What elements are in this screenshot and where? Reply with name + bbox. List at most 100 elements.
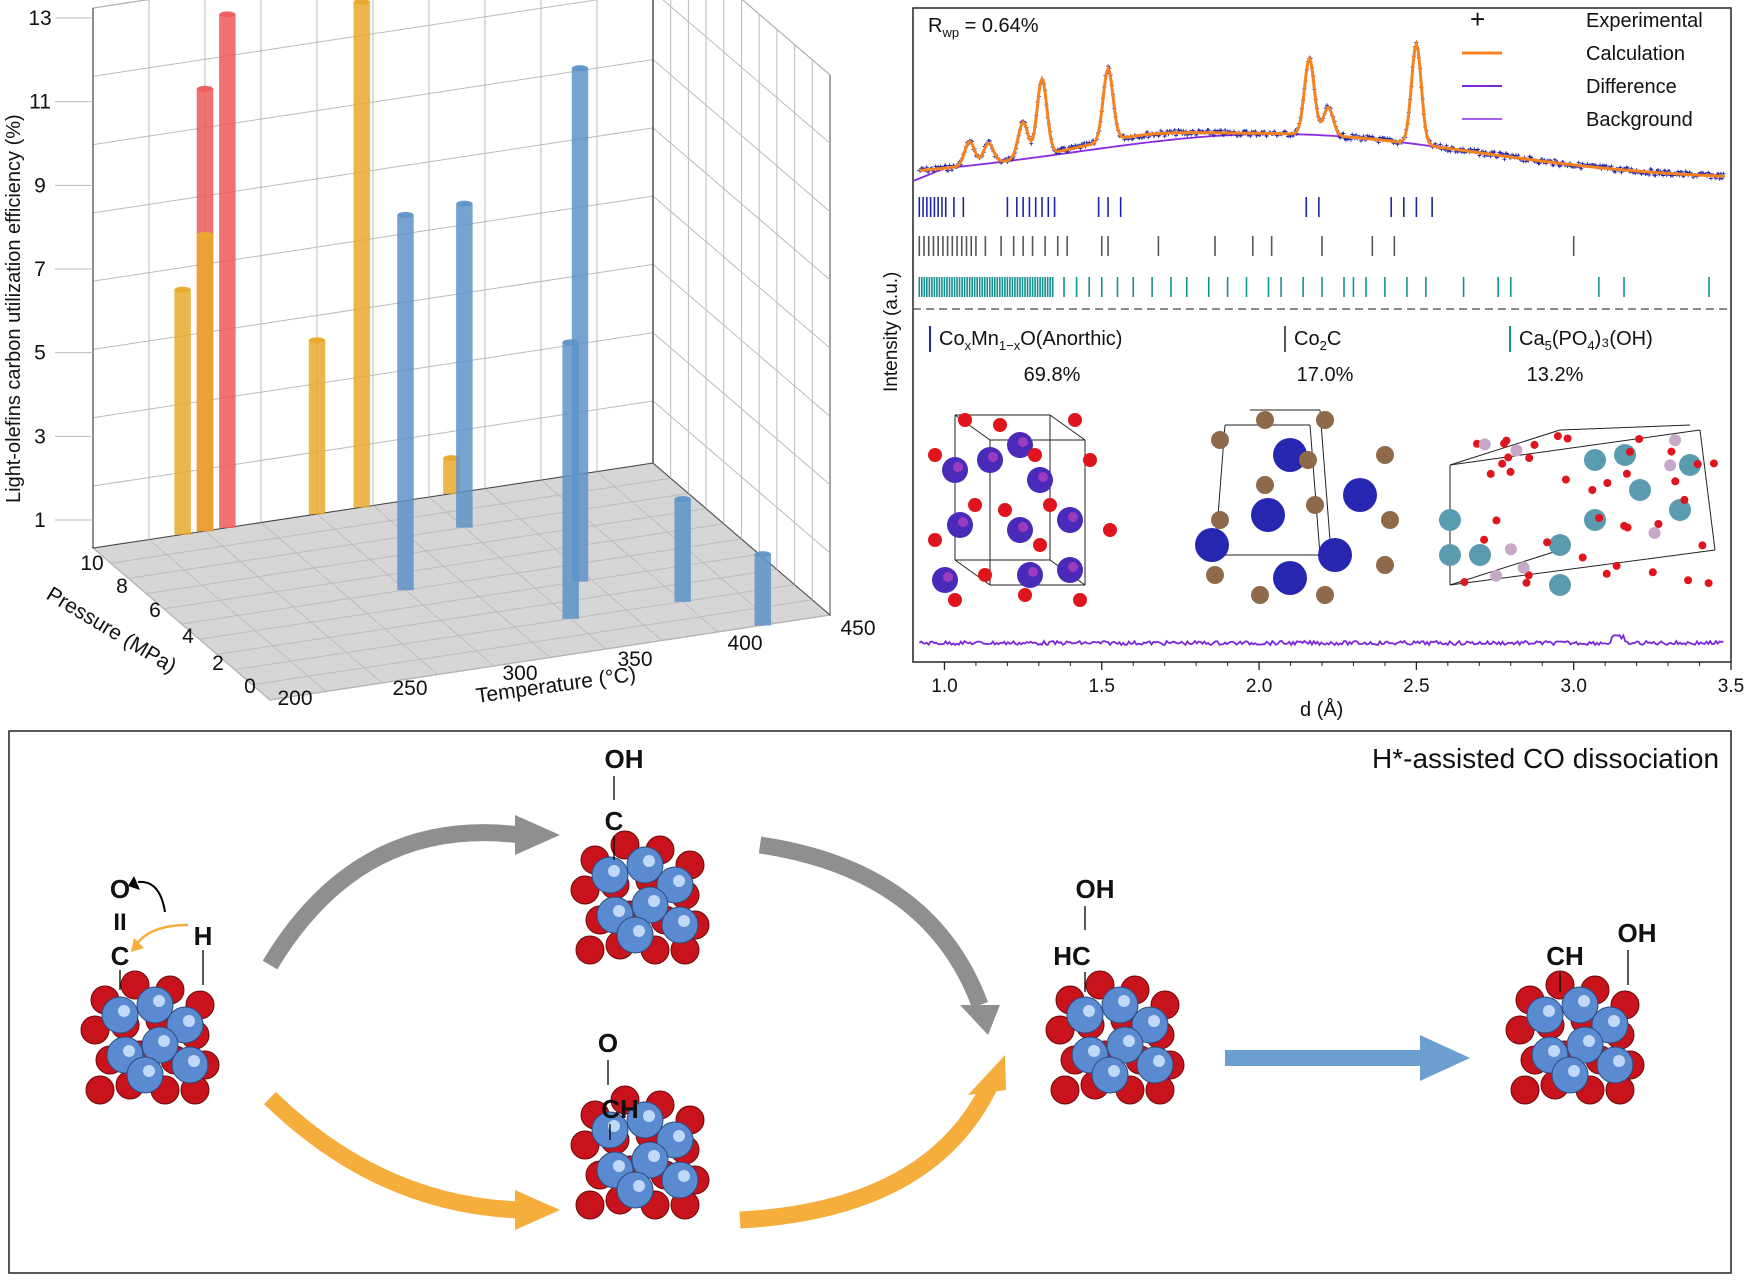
sphere-highlight: [183, 1015, 195, 1027]
sphere-highlight: [673, 1130, 685, 1142]
carbon-atom: [1256, 411, 1274, 429]
metal-atom: [1318, 538, 1352, 572]
calcium-atom: [1439, 509, 1461, 531]
metal-atom: [1343, 478, 1377, 512]
metal-atom: [1251, 498, 1285, 532]
atom-highlight: [1068, 562, 1078, 572]
y-axis-label: Intensity (a.u.): [881, 272, 902, 392]
bar-yellow: [308, 340, 326, 515]
sphere-highlight: [143, 1065, 155, 1077]
x-tick-label: 400: [727, 632, 762, 655]
sphere-highlight: [1108, 1065, 1120, 1077]
sphere-highlight: [1608, 1015, 1620, 1027]
x-tick-label: 1.0: [931, 676, 957, 697]
calcium-atom: [1469, 544, 1491, 566]
atom-highlight: [1028, 567, 1038, 577]
sphere-highlight: [613, 905, 625, 917]
x-axis-label: d (Å): [1300, 698, 1343, 721]
atom-highlight: [988, 452, 998, 462]
sphere-highlight: [1578, 995, 1590, 1007]
bar-cap: [309, 337, 325, 344]
oxygen-atom: [928, 448, 942, 462]
y-tick-label: 9: [34, 174, 46, 197]
atom-highlight: [1068, 512, 1078, 522]
z-tick-label: 10: [80, 552, 103, 575]
carbon-atom: [1211, 511, 1229, 529]
phosphorus-atom: [1490, 569, 1503, 582]
sphere-highlight: [1123, 1035, 1135, 1047]
floor-grid-line: [252, 599, 813, 686]
oxygen-atom: [1500, 439, 1509, 448]
arrow-gray-down: [758, 836, 988, 1008]
oxygen-sphere: [570, 875, 600, 905]
carbon-atom: [1206, 566, 1224, 584]
oxygen-sphere: [1505, 1015, 1535, 1045]
bar-cap: [456, 200, 473, 207]
oxygen-atom: [1680, 495, 1689, 504]
cell-edge: [1449, 429, 1701, 466]
oxygen-atom: [1620, 521, 1629, 530]
bar-blue: [674, 498, 691, 602]
sphere-highlight: [123, 1045, 135, 1057]
carbon-atom: [1316, 586, 1334, 604]
oxygen-atom: [998, 503, 1012, 517]
x-tick-label: 1.5: [1089, 676, 1115, 697]
oxygen-atom: [1083, 453, 1097, 467]
arrow-gray-up: [262, 824, 522, 970]
z-tick-label: 8: [116, 575, 128, 598]
sphere-highlight: [643, 855, 655, 867]
sphere-highlight: [188, 1055, 200, 1067]
label-final-CH: CH: [1546, 941, 1584, 971]
bar-cap: [443, 455, 460, 462]
label-mid-HC: HC: [1053, 941, 1091, 971]
oxygen-sphere: [570, 1130, 600, 1160]
oxygen-atom: [1103, 523, 1117, 537]
floor-grid-line: [163, 523, 724, 610]
x-axis-label: Temperature (°C): [474, 663, 637, 708]
phase-fraction: 69.8%: [1024, 364, 1081, 386]
arrow-orange-down: [264, 1091, 521, 1219]
atom-highlight: [958, 517, 968, 527]
oxygen-sphere: [1510, 1075, 1540, 1105]
oxygen-atom: [1602, 569, 1611, 578]
calcium-atom: [1629, 479, 1651, 501]
atom-highlight: [953, 462, 963, 472]
oxygen-atom: [1525, 454, 1534, 462]
oxygen-sphere: [1045, 1015, 1075, 1045]
calcium-atom: [1549, 534, 1571, 556]
sphere-highlight: [1083, 1005, 1095, 1017]
oxygen-atom: [1504, 453, 1513, 462]
x-tick-label: 250: [392, 677, 427, 700]
phosphorus-atom: [1510, 444, 1523, 457]
oxygen-atom: [1068, 413, 1082, 427]
cell-edge: [1699, 429, 1716, 551]
calcium-atom: [1549, 574, 1571, 596]
oxygen-atom: [1635, 435, 1644, 443]
calcium-atom: [1439, 544, 1461, 566]
oxygen-atom: [948, 593, 962, 607]
oxygen-atom: [1684, 576, 1693, 585]
cell-edge: [1449, 429, 1561, 466]
oxygen-atom: [1524, 571, 1533, 580]
bar-cap: [353, 0, 370, 5]
y-axis-label: Light-olefins carbon utilization efficie…: [3, 114, 25, 503]
curved-arrow-orange: [134, 923, 189, 946]
label-double-bond: II: [113, 909, 126, 936]
oxygen-atom: [1460, 578, 1469, 587]
oxygen-atom: [1698, 541, 1707, 550]
metal-atom: [1273, 438, 1307, 472]
atom-highlight: [943, 572, 953, 582]
legend-label-3: Background: [1586, 109, 1693, 131]
carbon-atom: [1316, 411, 1334, 429]
oxygen-atom: [1595, 514, 1604, 522]
legend-label-0: Experimental: [1586, 10, 1703, 32]
oxygen-atom: [978, 568, 992, 582]
bar-cap: [562, 339, 579, 346]
oxygen-atom: [1553, 432, 1562, 441]
oxygen-atom: [1612, 561, 1621, 570]
floor-grid-line: [146, 508, 707, 595]
oxygen-atom: [968, 498, 982, 512]
sphere-highlight: [608, 865, 620, 877]
oxygen-atom: [958, 413, 972, 427]
